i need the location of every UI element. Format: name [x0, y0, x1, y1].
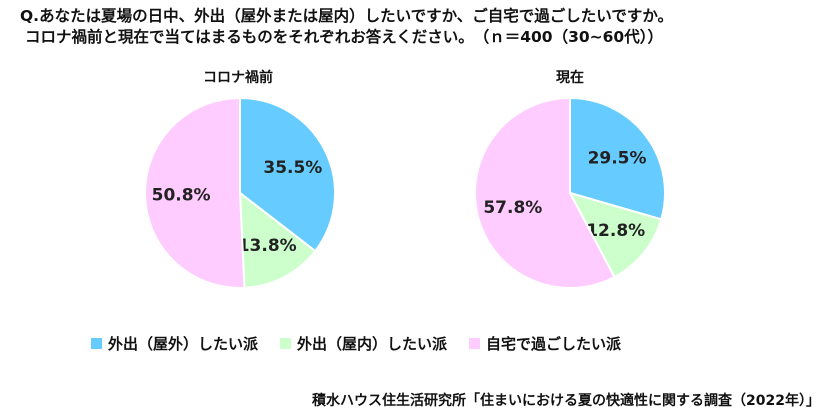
pie-label-current-outdoor: 29.5% [588, 149, 647, 169]
pie-label-current-home: 57.8% [483, 198, 542, 218]
legend: 外出（屋外）したい派 外出（屋内）したい派 自宅で過ごしたい派 [91, 333, 811, 354]
legend-item-home: 自宅で過ごしたい派 [469, 333, 621, 354]
legend-label-indoor: 外出（屋内）したい派 [297, 335, 448, 353]
pie-label-before-outdoor: 35.5% [263, 158, 322, 178]
pie-slice-before-outdoor [239, 96, 336, 253]
legend-label-home: 自宅で過ごしたい派 [486, 335, 622, 353]
pie-charts: 35.5% 13.8% 50.8% 29.5% 12.8% 57.8% [144, 96, 666, 289]
pie-label-before-indoor: 13.8% [238, 236, 297, 256]
legend-swatch-indoor [280, 338, 292, 349]
legend-label-outdoor: 外出（屋外）したい派 [108, 335, 259, 353]
pie-label-before-home: 50.8% [152, 185, 211, 205]
chart-title-current: 現在 [556, 70, 584, 86]
legend-item-outdoor: 外出（屋外）したい派 [91, 333, 258, 354]
pie-slice-before-indoor [238, 190, 317, 289]
legend-swatch-home [469, 338, 481, 349]
question-line-2: コロナ禍前と現在で当てはまるものをそれぞれお答えください。 （ｎ＝400（30~… [25, 28, 663, 46]
question-title: Q.あなたは夏場の日中、外出（屋外または屋内）したいですか、ご自宅で過ごしたいで… [20, 6, 820, 48]
legend-swatch-outdoor [91, 338, 102, 349]
pie-label-current-indoor: 12.8% [586, 221, 645, 241]
chart-title-before-covid: コロナ禍前 [203, 70, 273, 86]
pie-slice-current-home [474, 96, 616, 289]
pie-slice-current-indoor [568, 191, 663, 279]
question-line-1: Q.あなたは夏場の日中、外出（屋外または屋内）したいですか、ご自宅で過ごしたいで… [20, 7, 674, 25]
source-note: 積水ハウス住生活研究所「住まいにおける夏の快適性に関する調査（2022年）」 [312, 393, 820, 409]
legend-item-indoor: 外出（屋内）したい派 [280, 333, 447, 354]
pie-slice-current-outdoor [569, 96, 666, 221]
pie-slice-before-home [144, 96, 246, 289]
